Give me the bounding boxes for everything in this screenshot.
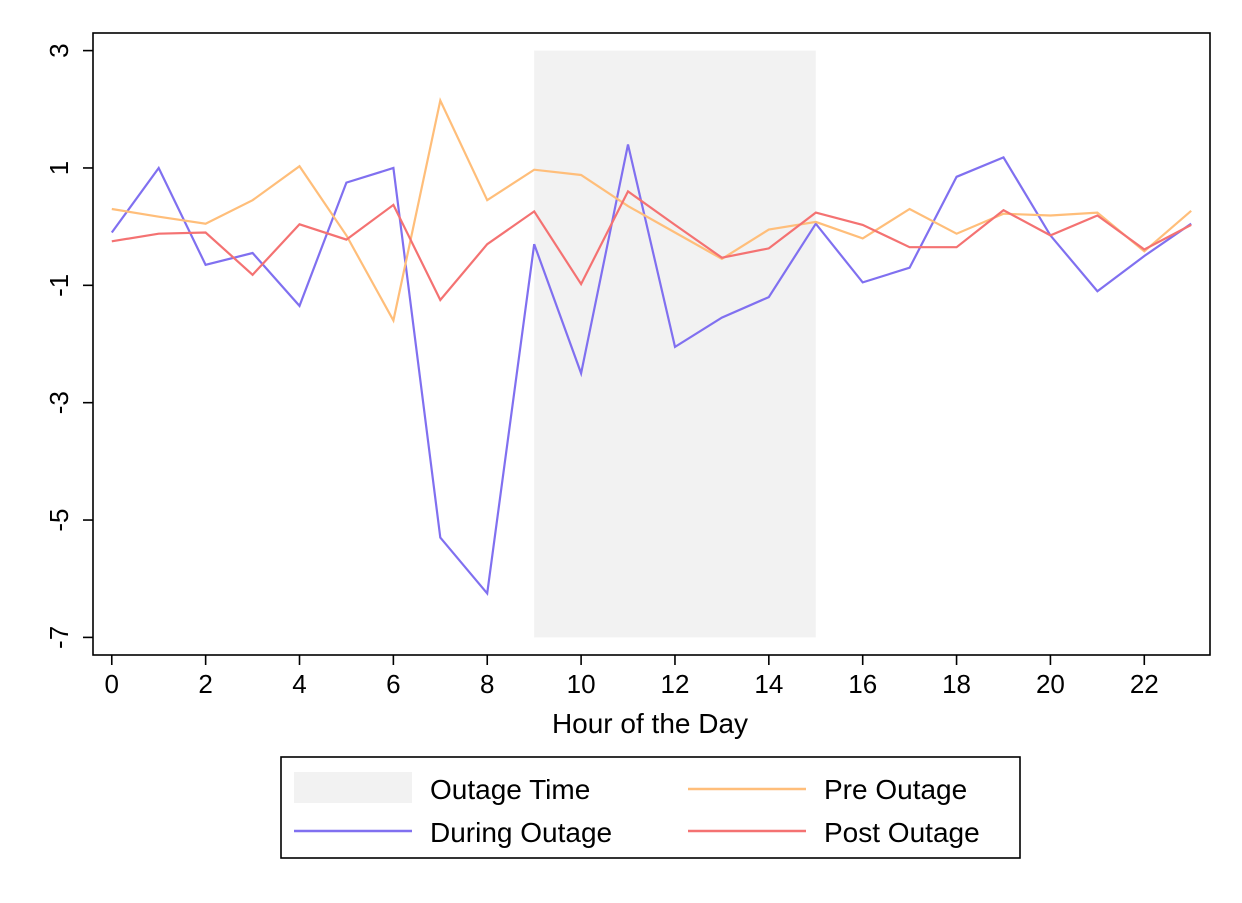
legend-label-outage-time: Outage Time bbox=[430, 774, 590, 805]
x-tick-label: 10 bbox=[567, 669, 596, 699]
y-tick-label: -1 bbox=[44, 274, 74, 297]
x-tick-label: 0 bbox=[105, 669, 119, 699]
y-tick-label: -7 bbox=[44, 626, 74, 649]
plot-frame bbox=[92, 32, 1211, 656]
legend-label-pre-outage: Pre Outage bbox=[824, 774, 967, 805]
x-tick-label: 18 bbox=[942, 669, 971, 699]
y-tick-label: 1 bbox=[44, 161, 74, 175]
legend-label-during-outage: During Outage bbox=[430, 817, 612, 848]
y-tick-label: -5 bbox=[44, 508, 74, 531]
x-tick-label: 22 bbox=[1130, 669, 1159, 699]
series-line-post-outage bbox=[111, 189, 1192, 302]
x-tick-label: 4 bbox=[292, 669, 306, 699]
x-tick-label: 6 bbox=[386, 669, 400, 699]
x-tick-label: 2 bbox=[198, 669, 212, 699]
legend-swatch-outage-time bbox=[294, 772, 412, 803]
series-line-during-outage bbox=[110, 144, 1192, 597]
x-tick-label: 20 bbox=[1036, 669, 1065, 699]
x-tick-label: 14 bbox=[754, 669, 783, 699]
x-axis-title: Hour of the Day bbox=[552, 708, 748, 739]
y-tick-label: 3 bbox=[44, 43, 74, 57]
y-tick-label: -3 bbox=[44, 391, 74, 414]
x-tick-label: 12 bbox=[661, 669, 690, 699]
x-tick-label: 16 bbox=[848, 669, 877, 699]
x-tick-label: 8 bbox=[480, 669, 494, 699]
legend-label-post-outage: Post Outage bbox=[824, 817, 980, 848]
